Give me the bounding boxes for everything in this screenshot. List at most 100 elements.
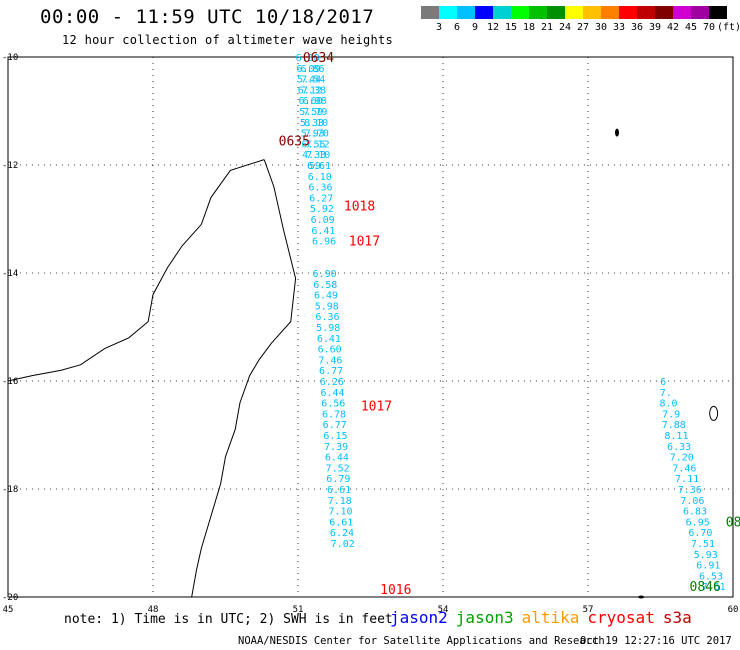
wave-height-value: 8.11 [664, 431, 688, 442]
wave-height-value: 6.83 [683, 507, 707, 518]
wave-height-value: 6.61 [327, 485, 351, 496]
wave-height-value: 6.91 [696, 561, 720, 572]
wave-height-value: 5.93 [301, 129, 325, 140]
chart-subtitle: 12 hour collection of altimeter wave hei… [62, 33, 394, 47]
pass-time-labels: 0634 0635 1018 1017 1017 1016 08 0846 [279, 51, 740, 598]
wave-height-value: 7.70 [305, 129, 329, 140]
island [709, 405, 719, 421]
satellite-legend-item: s3a [662, 608, 692, 627]
wave-height-value: 6.96 [312, 237, 336, 248]
color-scale-tick: 36 [630, 22, 644, 33]
wave-height-value: 6.41 [317, 334, 341, 345]
map-frame [7, 56, 734, 598]
color-swatch [421, 6, 439, 19]
color-swatch [601, 6, 619, 19]
wave-height-value: 7.10 [306, 150, 330, 161]
wave-height-value: 6.33 [667, 442, 691, 453]
color-swatch [493, 6, 511, 19]
footer-timestamp: Oct 19 12:27:16 UTC 2017 [580, 635, 732, 647]
wave-height-value: 7.88 [662, 420, 686, 431]
west-coastline [7, 159, 265, 382]
wave-height-value: 6.10 [308, 172, 332, 183]
wave-height-value: 6.61 [329, 517, 353, 528]
wave-height-value: 6.77 [323, 420, 347, 431]
color-swatch [439, 6, 457, 19]
satellite-legend-item: altika [521, 608, 580, 627]
color-swatch [565, 6, 583, 19]
wave-height-value: 6.58 [313, 280, 337, 291]
wave-height-value: 6.49 [314, 291, 338, 302]
color-scale-tick: 30 [594, 22, 608, 33]
wave-height-value: 7.10 [328, 507, 352, 518]
color-scale-tick: 15 [504, 22, 518, 33]
wave-height-value: 6.09 [296, 64, 320, 75]
wave-height-value: 7.61 [702, 582, 726, 593]
x-tick-label: 57 [583, 605, 594, 615]
wave-height-value: 5.93 [694, 550, 718, 561]
wave-height-value: 6.26 [320, 377, 344, 388]
wave-height-value: 7.06 [680, 496, 704, 507]
wave-height-value: 7.46 [672, 463, 696, 474]
wave-height-value: 8.10 [304, 118, 328, 129]
color-scale-tick: 12 [486, 22, 500, 33]
color-scale-tick: 24 [558, 22, 572, 33]
wave-height-value: 6.44 [325, 453, 349, 464]
color-scale-tick: 9 [471, 22, 479, 33]
wave-height-value: 7.11 [675, 474, 699, 485]
island [615, 128, 619, 137]
wave-height-value: 6.79 [326, 474, 350, 485]
x-tick-label: 48 [148, 605, 159, 615]
wave-height-value: 5.59 [299, 107, 323, 118]
color-swatch [583, 6, 601, 19]
x-tick-label: 51 [293, 605, 304, 615]
wave-height-value: 6.56 [321, 399, 345, 410]
wave-height-value: 7.36 [678, 485, 702, 496]
wave-height-value: 6.60 [299, 96, 323, 107]
color-scale-tick: 3 [435, 22, 443, 33]
color-scale-bar [421, 6, 727, 19]
pass-time-label: 0634 [303, 51, 334, 66]
wave-height-tracks: 6.386.095.446.126.605.595.335.936.554.33… [296, 53, 726, 593]
satellite-legend-item: jason2 [390, 608, 448, 627]
wave-height-value: 7.20 [670, 453, 694, 464]
y-tick-label: -20 [2, 593, 18, 603]
color-swatch [457, 6, 475, 19]
wave-height-value: 6.53 [699, 571, 723, 582]
wave-height-value: 5.98 [315, 301, 339, 312]
wave-height-value: 6.15 [323, 431, 347, 442]
wave-height-value: 7.9 [662, 409, 680, 420]
pass-time-label: 1016 [380, 583, 411, 598]
color-scale-tick: 27 [576, 22, 590, 33]
wave-height-value: 59 [309, 161, 321, 172]
color-swatch [637, 6, 655, 19]
color-swatch [655, 6, 673, 19]
island [638, 595, 645, 599]
chart-title: 00:00 - 11:59 UTC 10/18/2017 [40, 6, 375, 28]
wave-height-value: 6.44 [321, 388, 345, 399]
wave-height-value: 6.27 [309, 193, 333, 204]
wave-height-value: 7.02 [331, 539, 355, 550]
y-tick-label: -16 [2, 377, 18, 387]
wave-height-value: 7.39 [324, 442, 348, 453]
color-scale-unit: (ft) [716, 22, 740, 33]
pass-time-label: 1018 [344, 200, 375, 215]
wave-height-value: 6.77 [319, 366, 343, 377]
color-scale-tick: 21 [540, 22, 554, 33]
wave-height-value: 7.38 [302, 85, 326, 96]
lat-lon-grid [7, 56, 734, 598]
wave-height-value: 6 [660, 377, 666, 388]
x-tick-label: 54 [438, 605, 449, 615]
color-scale-tick: 39 [648, 22, 662, 33]
east-coastline [191, 159, 297, 598]
color-scale-tick: 70 [702, 22, 716, 33]
color-swatch [619, 6, 637, 19]
wave-height-value: 6.60 [318, 345, 342, 356]
color-scale-labels: 3 6 9 12 15 18 21 24 27 30 33 36 39 42 45 70 (ft) [421, 22, 740, 34]
wave-height-value: 6.70 [688, 528, 712, 539]
wave-height-value: 6.41 [311, 226, 335, 237]
wave-height-value: 6.36 [308, 183, 332, 194]
satellite-legend-item: jason3 [455, 608, 514, 627]
footer-credit: NOAA/NESDIS Center for Satellite Applica… [238, 635, 605, 647]
color-swatch [547, 6, 565, 19]
